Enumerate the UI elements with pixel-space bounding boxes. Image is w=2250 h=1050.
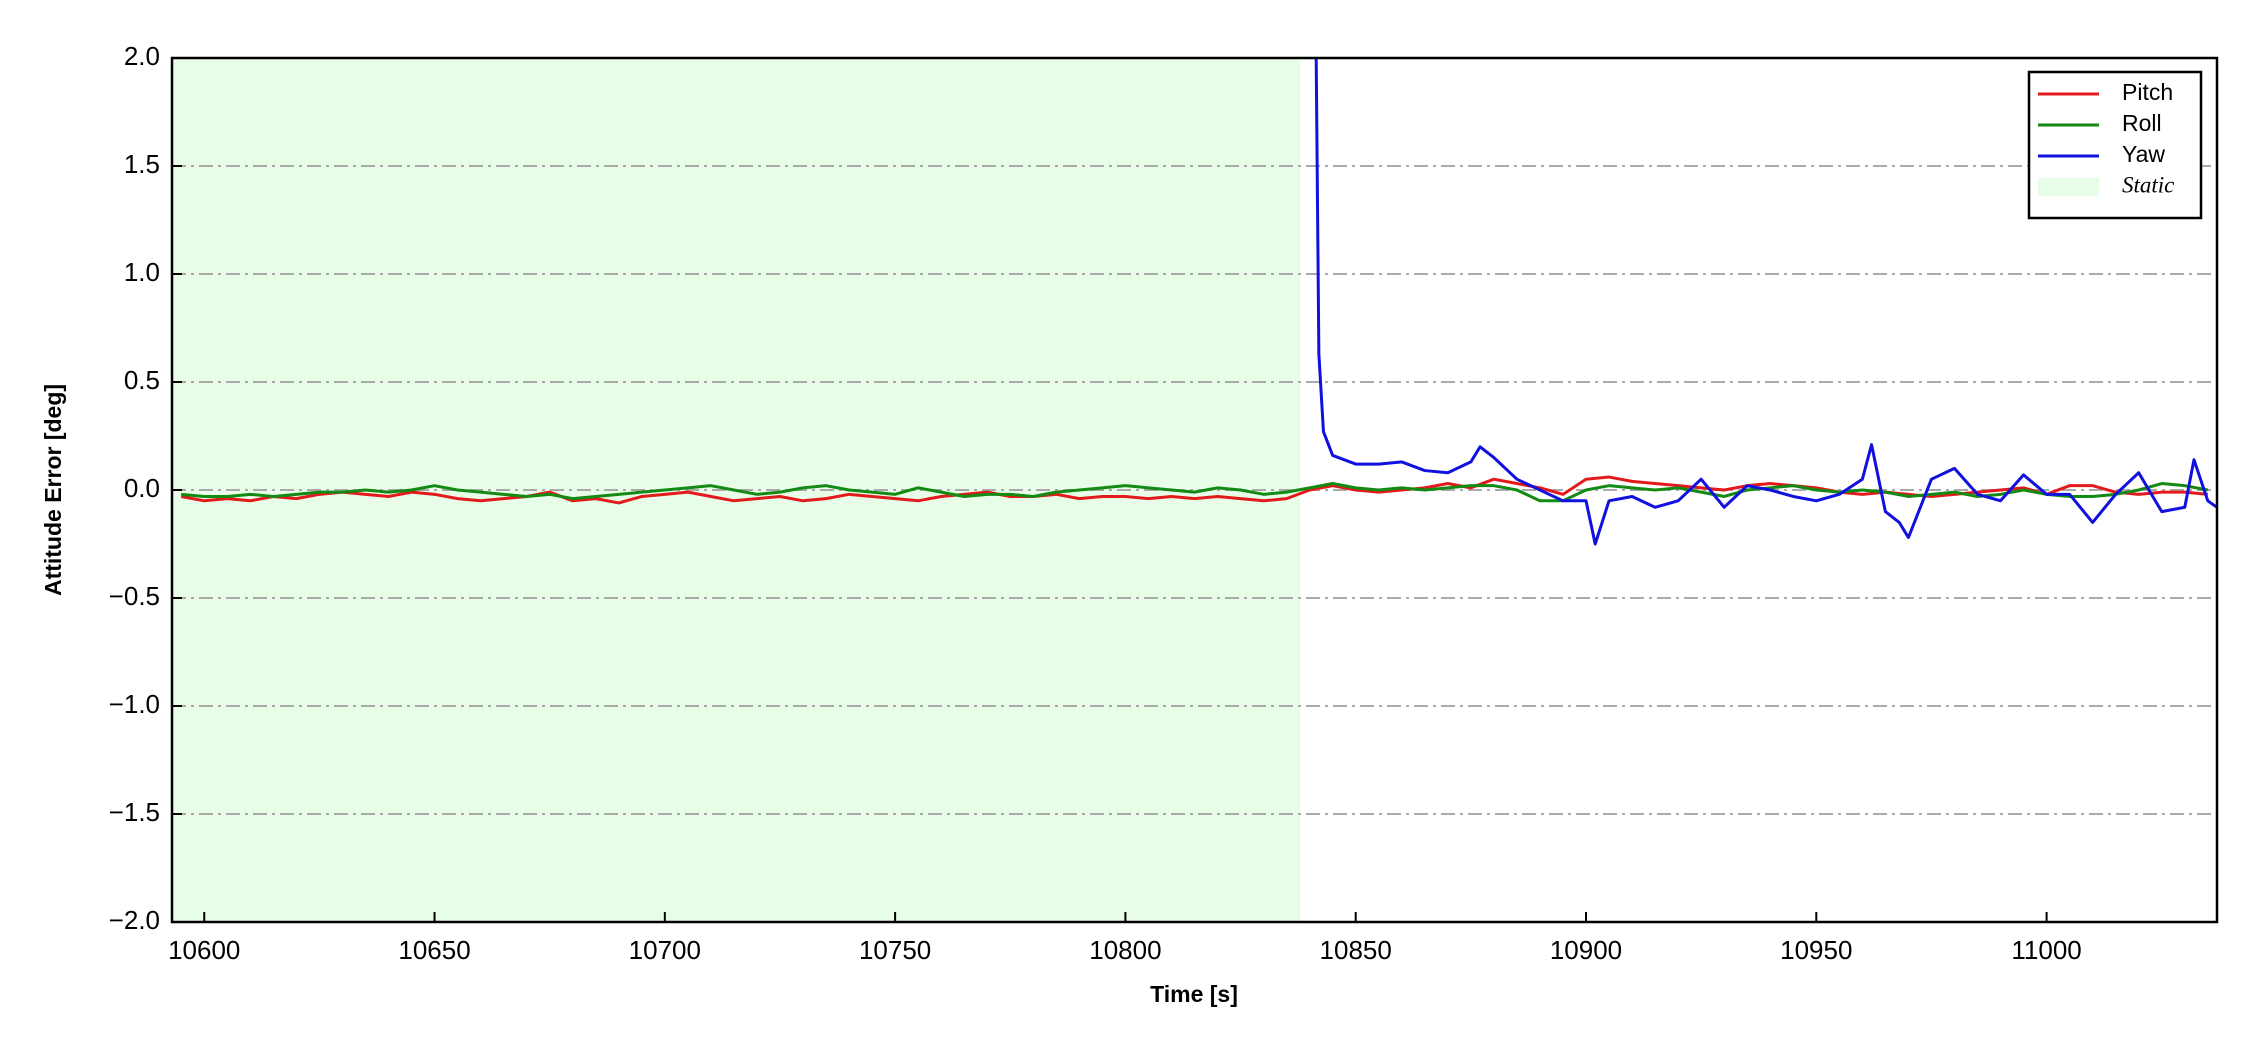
y-tick-label: 2.0	[124, 41, 160, 71]
x-tick-label: 10600	[168, 935, 240, 965]
y-tick-label: 1.5	[124, 149, 160, 179]
series-line	[181, 482, 2209, 503]
legend: Pitch Roll Yaw Static	[2027, 70, 2203, 220]
y-tick-label: 0.0	[124, 473, 160, 503]
y-tick-label: −2.0	[109, 905, 160, 935]
y-tick-label: 1.0	[124, 257, 160, 287]
legend-label: Yaw	[2122, 141, 2165, 167]
x-tick-label: 11000	[2011, 935, 2081, 965]
y-tick-label: −1.5	[109, 797, 160, 827]
x-tick-label: 10650	[398, 935, 470, 965]
series-line	[1314, 58, 2217, 546]
x-axis-label: Time [s]	[1150, 981, 1238, 1007]
y-tick-label: 0.5	[124, 365, 160, 395]
y-axis-label: Attitude Error [deg]	[40, 384, 66, 596]
x-tick-label: 10950	[1780, 935, 1852, 965]
x-tick-label: 10900	[1550, 935, 1622, 965]
legend-swatch	[2038, 178, 2099, 196]
legend-label: Static	[2122, 172, 2174, 197]
legend-label: Roll	[2122, 110, 2162, 136]
legend-label: Pitch	[2122, 79, 2173, 105]
x-tick-label: 10850	[1320, 935, 1392, 965]
y-tick-label: −1.0	[109, 689, 160, 719]
x-tick-label: 10700	[629, 935, 701, 965]
line-layer	[180, 58, 2217, 546]
tick-layer: −2.0 −1.5 −1.0 −0.5 0.0 0.5 1.0 1.5 2.0 10600 1065…	[109, 41, 2082, 965]
y-tick-label: −0.5	[109, 581, 160, 611]
x-tick-label: 10800	[1089, 935, 1161, 965]
x-tick-label: 10750	[859, 935, 931, 965]
